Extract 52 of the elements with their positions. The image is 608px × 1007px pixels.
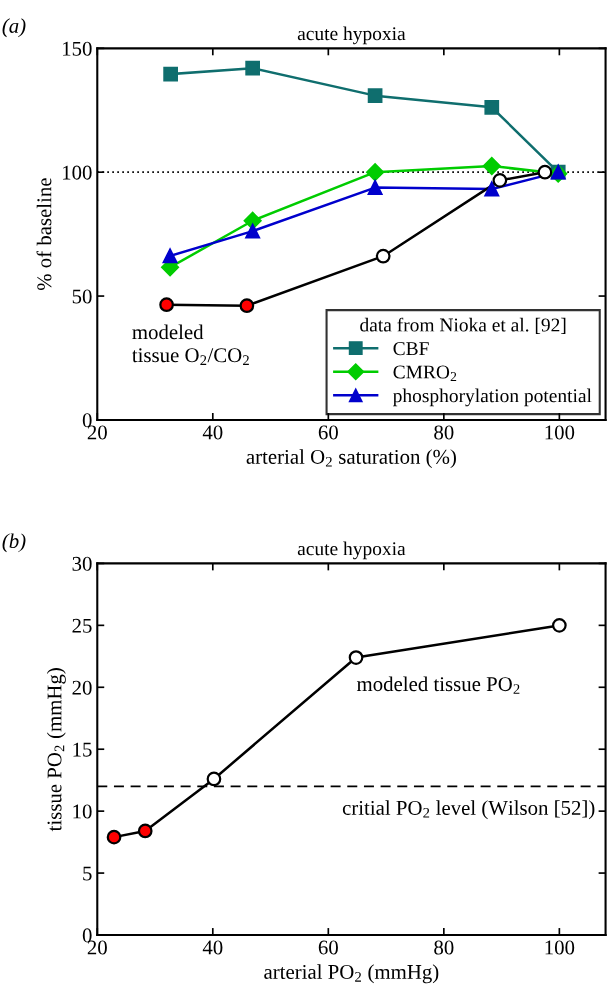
- point: [239, 298, 255, 314]
- y-tick-label: 5: [83, 866, 92, 881]
- x-tick-label: 40: [202, 940, 223, 955]
- x-tick-label: 60: [318, 425, 338, 440]
- chart-title: acute hypoxia: [297, 541, 406, 560]
- x-tick-label: 80: [434, 940, 454, 955]
- point: [366, 163, 385, 182]
- x-axis-title: arterial O$_{2}$ saturation (%): [246, 449, 456, 469]
- y-tick-label: 150: [63, 41, 92, 56]
- point: [484, 181, 500, 197]
- legend-label: phosphorylation potential: [392, 388, 592, 407]
- y-tick-label: 30: [72, 556, 92, 571]
- y-tick-label: 100: [63, 165, 92, 180]
- point: [137, 823, 153, 839]
- point: [367, 88, 383, 104]
- y-axis-title: tissue PO$_{2}$ (mmHg): [46, 668, 66, 832]
- point: [245, 60, 261, 76]
- point: [552, 617, 567, 633]
- point: [206, 771, 222, 787]
- text: (b): [2, 533, 26, 553]
- x-tick-label: 100: [545, 940, 575, 955]
- chart-title: acute hypoxia: [297, 26, 406, 45]
- x-axis-title: arterial PO$_{2}$ (mmHg): [264, 964, 439, 984]
- y-tick-label: 25: [72, 618, 92, 633]
- point: [348, 650, 364, 665]
- point: [537, 164, 553, 180]
- x-tick-label: 40: [202, 425, 223, 440]
- legend-label: CBF: [393, 342, 429, 356]
- legend-label: CMRO$_{2}$: [393, 365, 457, 382]
- y-tick-label: 50: [72, 289, 92, 304]
- annotation: modeled tissue O$_{2}$/CO$_{2}$: [132, 324, 249, 365]
- point: [159, 297, 174, 313]
- legend-title: data from Nioka et al. [92]: [360, 317, 566, 334]
- y-tick-label: 10: [73, 804, 92, 819]
- annotation: modeled tissue PO$_{2}$: [356, 676, 520, 694]
- y-tick-label: 20: [72, 680, 92, 695]
- point: [106, 829, 122, 845]
- x-tick-label: 60: [318, 940, 338, 955]
- x-tick-label: 100: [545, 425, 575, 440]
- legend-label: critial PO$_{2}$ level (Wilson [52]): [342, 800, 595, 820]
- y-tick-label: 15: [73, 742, 92, 757]
- point: [367, 180, 383, 195]
- text: (a): [2, 18, 26, 38]
- point: [162, 248, 178, 264]
- point: [482, 157, 501, 175]
- point: [375, 248, 391, 264]
- point: [492, 173, 508, 188]
- x-tick-label: 80: [434, 425, 454, 440]
- point: [484, 99, 500, 115]
- y-axis-title: % of baseline: [36, 178, 52, 291]
- point: [163, 66, 178, 82]
- point: [245, 223, 261, 239]
